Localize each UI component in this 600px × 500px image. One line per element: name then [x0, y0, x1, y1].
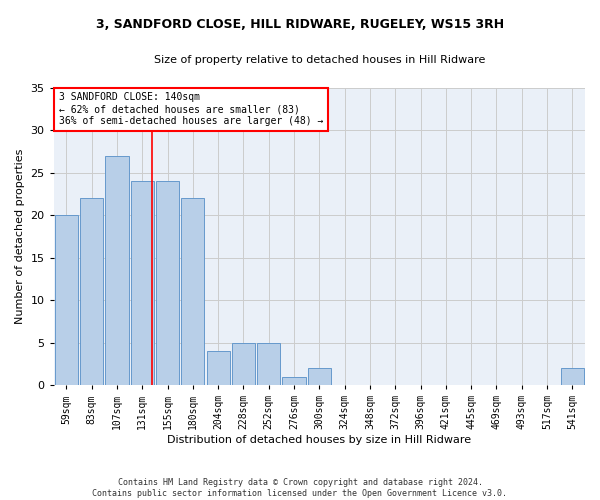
Bar	[206, 351, 230, 385]
Bar	[308, 368, 331, 385]
Bar	[232, 342, 255, 385]
Bar	[80, 198, 103, 385]
Bar	[55, 216, 78, 385]
Title: Size of property relative to detached houses in Hill Ridware: Size of property relative to detached ho…	[154, 55, 485, 65]
Bar	[257, 342, 280, 385]
Text: Contains HM Land Registry data © Crown copyright and database right 2024.
Contai: Contains HM Land Registry data © Crown c…	[92, 478, 508, 498]
Bar	[156, 182, 179, 385]
Y-axis label: Number of detached properties: Number of detached properties	[15, 149, 25, 324]
Bar	[131, 182, 154, 385]
Bar	[106, 156, 128, 385]
Bar	[283, 376, 305, 385]
X-axis label: Distribution of detached houses by size in Hill Ridware: Distribution of detached houses by size …	[167, 435, 472, 445]
Bar	[181, 198, 205, 385]
Text: 3, SANDFORD CLOSE, HILL RIDWARE, RUGELEY, WS15 3RH: 3, SANDFORD CLOSE, HILL RIDWARE, RUGELEY…	[96, 18, 504, 30]
Text: 3 SANDFORD CLOSE: 140sqm
← 62% of detached houses are smaller (83)
36% of semi-d: 3 SANDFORD CLOSE: 140sqm ← 62% of detach…	[59, 92, 323, 126]
Bar	[561, 368, 584, 385]
